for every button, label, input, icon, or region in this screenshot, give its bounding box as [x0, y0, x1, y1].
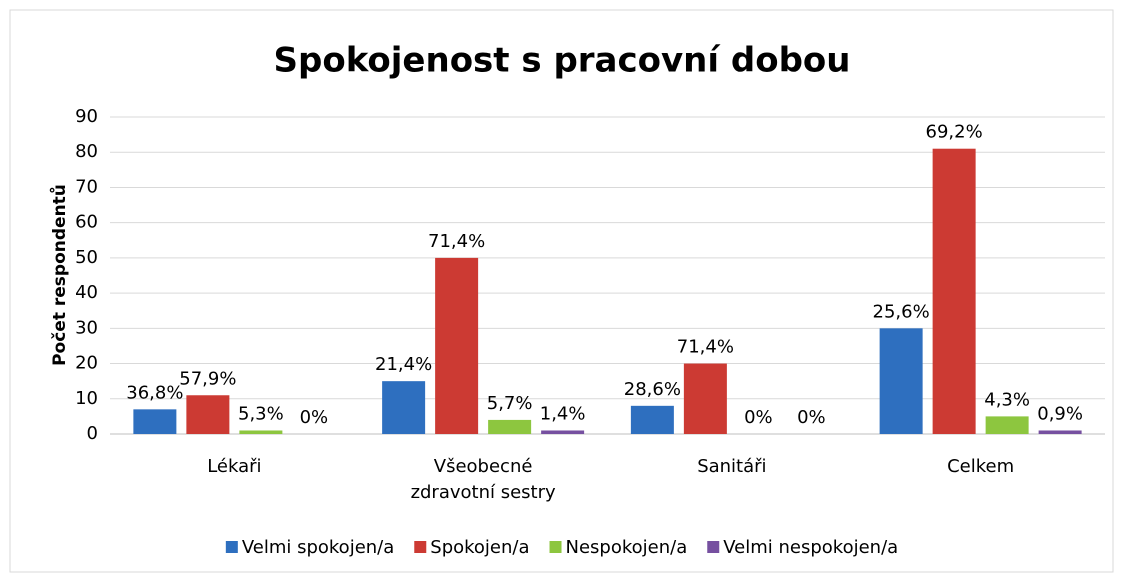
bar	[541, 430, 585, 434]
data-label: 36,8%	[126, 382, 183, 403]
data-label: 21,4%	[375, 354, 432, 375]
legend-swatch	[549, 541, 562, 553]
y-tick-label: 80	[75, 141, 98, 162]
legend-label: Spokojen/a	[430, 537, 529, 558]
x-tick-label: Celkem	[947, 456, 1015, 477]
data-label: 0%	[744, 407, 773, 428]
data-label: 5,7%	[487, 393, 533, 414]
data-label: 5,3%	[238, 403, 284, 424]
data-label: 71,4%	[677, 337, 734, 358]
data-label: 71,4%	[428, 231, 485, 252]
data-label: 0,9%	[1037, 403, 1083, 424]
y-tick-label: 20	[75, 353, 98, 374]
bar	[435, 257, 479, 434]
bar	[382, 381, 426, 434]
x-tick-label: Všeobecné zdravotní sestry	[410, 456, 556, 503]
y-tick-label: 40	[75, 282, 98, 303]
data-label: 0%	[797, 407, 826, 428]
data-label: 1,4%	[540, 403, 586, 424]
legend-label: Velmi nespokojen/a	[723, 537, 898, 558]
data-label: 69,2%	[926, 122, 983, 143]
y-tick-label: 30	[75, 317, 98, 338]
bar	[932, 148, 976, 434]
x-tick-label-box: Lékaři	[207, 456, 262, 477]
legend-label: Nespokojen/a	[566, 537, 688, 558]
data-label: 0%	[300, 407, 329, 428]
data-label: 57,9%	[179, 368, 236, 389]
bar	[239, 430, 283, 434]
legend-swatch	[225, 541, 238, 553]
chart-border	[9, 9, 1114, 573]
y-tick-label: 60	[75, 212, 98, 233]
y-tick-label: 10	[75, 388, 98, 409]
bar	[1038, 430, 1082, 434]
bar	[133, 409, 177, 434]
y-tick-label: 50	[75, 247, 98, 268]
y-axis-label: Počet respondentů	[48, 184, 70, 366]
bar	[186, 395, 230, 434]
x-tick-label: Sanitáři	[697, 456, 767, 477]
data-label: 25,6%	[873, 301, 930, 322]
y-tick-label: 90	[75, 106, 98, 127]
bar	[630, 405, 674, 434]
bar	[879, 328, 923, 434]
x-tick-label: Lékaři	[207, 456, 262, 477]
legend-swatch	[414, 541, 427, 553]
data-label: 4,3%	[984, 389, 1030, 410]
data-label: 28,6%	[624, 379, 681, 400]
x-tick-label-box: Celkem	[947, 456, 1015, 477]
x-tick-label-box: Všeobecné zdravotní sestry	[410, 456, 556, 503]
y-tick-label: 70	[75, 176, 98, 197]
legend-label: Velmi spokojen/a	[242, 537, 394, 558]
legend-swatch	[707, 541, 720, 553]
bar	[985, 416, 1029, 434]
chart-title: Spokojenost s pracovní dobou	[274, 41, 851, 81]
x-tick-label-box: Sanitáři	[697, 456, 767, 477]
y-tick-label: 0	[87, 423, 98, 444]
bar	[683, 363, 727, 434]
bar	[488, 419, 532, 434]
